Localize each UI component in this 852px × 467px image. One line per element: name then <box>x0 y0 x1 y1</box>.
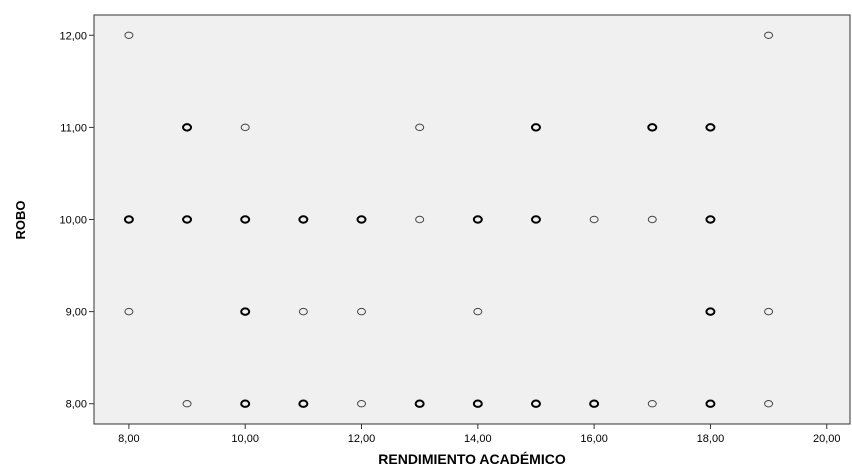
data-point <box>357 307 367 316</box>
data-point <box>589 215 599 224</box>
data-point <box>298 399 309 408</box>
data-point <box>647 123 658 132</box>
data-point <box>298 307 308 316</box>
data-points <box>123 31 774 408</box>
data-point <box>647 215 657 224</box>
x-tick-label: 8,00 <box>118 433 139 445</box>
data-point <box>357 400 367 408</box>
data-point <box>473 307 483 316</box>
x-tick-label: 12,00 <box>348 433 376 445</box>
y-axis: 8,00 9,00 10,00 11,00 12,00 <box>59 30 94 411</box>
y-tick-label: 12,00 <box>59 30 87 42</box>
data-point <box>182 400 192 408</box>
data-point <box>298 215 309 224</box>
data-point <box>472 215 483 224</box>
x-axis-title: RENDIMIENTO ACADÉMICO <box>378 451 566 467</box>
data-point <box>415 215 425 224</box>
data-point <box>240 307 251 316</box>
data-point <box>415 123 425 132</box>
data-point <box>764 31 774 39</box>
data-point <box>124 31 134 39</box>
data-point <box>705 215 716 224</box>
x-tick-label: 14,00 <box>464 433 492 445</box>
y-tick-label: 11,00 <box>60 122 87 134</box>
data-point <box>705 399 716 408</box>
data-point <box>182 215 193 224</box>
data-point <box>124 307 134 316</box>
x-tick-label: 20,00 <box>813 433 841 445</box>
data-point <box>240 399 251 408</box>
x-tick-label: 10,00 <box>231 433 259 445</box>
data-point <box>240 215 251 224</box>
y-tick-label: 8,00 <box>66 399 87 411</box>
data-point <box>764 307 774 316</box>
x-tick-label: 16,00 <box>580 433 608 445</box>
data-point <box>182 123 193 132</box>
data-point <box>705 123 716 132</box>
data-point <box>530 215 541 224</box>
y-axis-title: ROBO <box>13 201 28 240</box>
data-point <box>530 399 541 408</box>
data-point <box>530 123 541 132</box>
data-point <box>123 215 134 224</box>
data-point <box>472 399 483 408</box>
plot-area <box>93 14 851 425</box>
data-point <box>589 399 600 408</box>
y-tick-label: 10,00 <box>59 215 87 227</box>
x-axis: 8,00 10,00 12,00 14,00 16,00 18,00 20,00 <box>118 424 841 445</box>
data-point <box>356 215 367 224</box>
data-point <box>240 123 250 132</box>
x-tick-label: 18,00 <box>697 433 725 445</box>
data-point <box>647 400 657 408</box>
data-point <box>705 307 716 316</box>
data-point <box>764 400 774 408</box>
y-tick-label: 9,00 <box>66 307 87 319</box>
data-point <box>414 399 425 408</box>
